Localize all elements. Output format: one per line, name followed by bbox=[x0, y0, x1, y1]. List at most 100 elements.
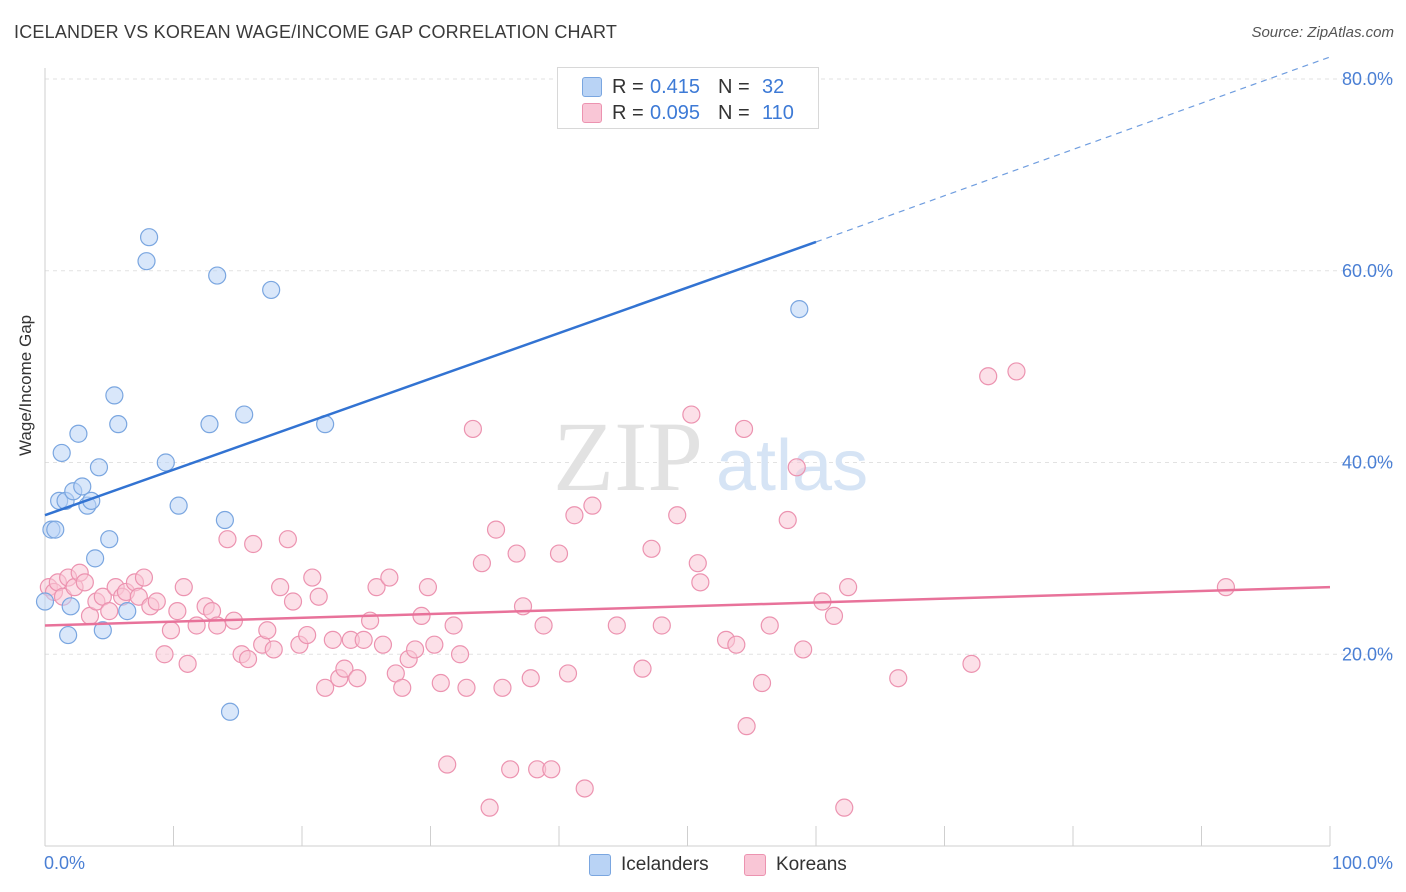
korean-point bbox=[1216, 578, 1236, 597]
tick-labels: 20.0% 40.0% 60.0% 80.0% 0.0% 100.0% bbox=[44, 69, 1393, 873]
icelander-point bbox=[100, 530, 119, 549]
icelander-point bbox=[137, 252, 156, 271]
icelander-point bbox=[200, 415, 219, 434]
korean-point bbox=[507, 544, 526, 563]
y-tick-label: 20.0% bbox=[1342, 644, 1393, 664]
r-label: R = bbox=[612, 75, 644, 98]
korean-point bbox=[303, 568, 322, 587]
korean-point bbox=[348, 669, 367, 688]
korean-point bbox=[835, 798, 854, 817]
y-axis-label: Wage/Income Gap bbox=[16, 314, 35, 456]
icelander-point bbox=[61, 597, 80, 616]
icelander-point bbox=[215, 510, 234, 530]
korean-points bbox=[39, 362, 1236, 817]
korean-point bbox=[380, 568, 399, 587]
korean-point bbox=[438, 755, 457, 774]
icelander-trend-extension bbox=[815, 56, 1331, 243]
korean-point bbox=[521, 669, 540, 688]
korean-point bbox=[373, 635, 393, 654]
legend-icelanders: Icelanders bbox=[589, 852, 709, 878]
korean-point bbox=[734, 419, 754, 439]
icelander-point bbox=[93, 621, 112, 640]
korean-point bbox=[258, 621, 277, 640]
icelander-point bbox=[220, 702, 240, 721]
icelander-point bbox=[86, 549, 105, 568]
korean-point bbox=[737, 717, 756, 736]
watermark: ZIP atlas bbox=[553, 401, 868, 512]
korean-point bbox=[778, 510, 797, 530]
korean-point bbox=[168, 602, 187, 621]
icelander-point bbox=[105, 386, 124, 405]
icelander-point bbox=[118, 602, 137, 621]
korean-point bbox=[425, 635, 444, 654]
korean-point bbox=[962, 654, 981, 673]
icelander-point bbox=[89, 458, 109, 477]
korean-point bbox=[271, 578, 290, 597]
legend-label-koreans: Koreans bbox=[776, 854, 847, 875]
korean-point bbox=[174, 578, 193, 597]
icelander-point bbox=[790, 300, 809, 319]
grid-lines bbox=[45, 78, 1393, 655]
icelander-point bbox=[59, 625, 78, 645]
icelander-point bbox=[69, 424, 88, 443]
korean-point bbox=[393, 678, 412, 697]
korean-point bbox=[633, 659, 652, 678]
korean-point bbox=[839, 578, 858, 597]
korean-point bbox=[412, 606, 431, 626]
n-label: N = bbox=[718, 75, 750, 98]
korean-point bbox=[323, 630, 342, 649]
korean-point bbox=[979, 367, 998, 386]
x-tick-label-min: 0.0% bbox=[44, 853, 85, 873]
korean-point bbox=[457, 678, 476, 697]
korean-point bbox=[309, 587, 328, 606]
korean-trend-line bbox=[44, 585, 1331, 627]
korean-point bbox=[542, 760, 561, 779]
n-value: 110 bbox=[762, 101, 794, 124]
korean-point bbox=[463, 419, 483, 439]
korean-point bbox=[558, 664, 578, 683]
n-value: 32 bbox=[762, 75, 785, 98]
korean-point bbox=[752, 673, 772, 693]
axes bbox=[44, 68, 1331, 847]
n-label: N = bbox=[718, 101, 750, 124]
korean-point bbox=[642, 539, 661, 558]
trend-lines bbox=[44, 56, 1331, 627]
x-tick-label-max: 100.0% bbox=[1332, 853, 1393, 873]
legend-swatch-koreans bbox=[744, 854, 766, 876]
icelander-point bbox=[208, 266, 227, 285]
korean-point bbox=[889, 669, 908, 688]
korean-point bbox=[147, 592, 166, 611]
korean-point bbox=[534, 616, 553, 635]
korean-point bbox=[264, 640, 283, 659]
icelander-point bbox=[73, 477, 92, 496]
legend-label-icelanders: Icelanders bbox=[621, 854, 709, 875]
icelander-point bbox=[156, 453, 175, 472]
korean-point bbox=[134, 568, 154, 587]
korean-point bbox=[218, 530, 237, 549]
korean-point bbox=[583, 496, 602, 515]
watermark-zip: ZIP bbox=[553, 401, 703, 512]
korean-point bbox=[688, 554, 707, 573]
icelander-point bbox=[52, 443, 71, 463]
korean-point bbox=[794, 640, 813, 659]
korean-point bbox=[418, 578, 438, 597]
korean-point bbox=[607, 616, 626, 635]
chart-title: ICELANDER VS KOREAN WAGE/INCOME GAP CORR… bbox=[14, 22, 618, 42]
korean-point bbox=[682, 405, 701, 424]
korean-point bbox=[565, 506, 584, 525]
korean-point bbox=[727, 635, 746, 654]
icelander-trend-line bbox=[44, 240, 817, 517]
korean-point bbox=[501, 760, 520, 779]
korean-point bbox=[824, 606, 844, 626]
korean-point bbox=[787, 458, 806, 477]
y-tick-label: 40.0% bbox=[1342, 453, 1393, 473]
icelander-point bbox=[235, 405, 254, 424]
korean-point bbox=[472, 554, 491, 573]
korean-point bbox=[75, 573, 94, 592]
r-value: 0.415 bbox=[650, 75, 701, 98]
legend-swatch-icelanders bbox=[589, 854, 611, 876]
icelander-points bbox=[35, 228, 809, 721]
korean-point bbox=[444, 616, 463, 635]
y-tick-label: 60.0% bbox=[1342, 261, 1393, 281]
